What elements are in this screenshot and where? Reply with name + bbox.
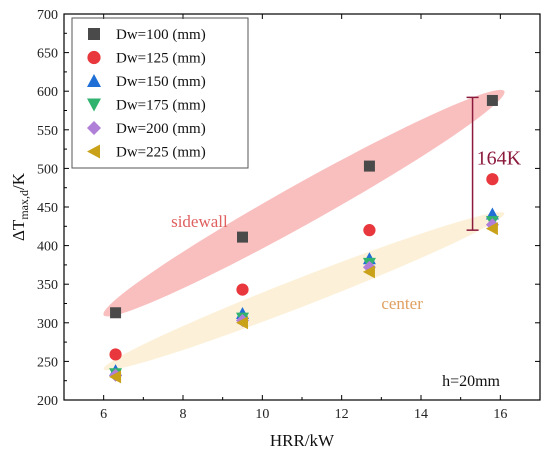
y-tick-label: 400	[37, 240, 58, 255]
legend-marker-triangle-down	[87, 98, 101, 112]
x-tick-label: 10	[255, 407, 269, 422]
legend-label: Dw=225 (mm)	[116, 145, 206, 161]
data-point-circle	[236, 283, 249, 296]
y-axis-title-tail: /K	[9, 172, 28, 190]
legend-box	[71, 17, 249, 169]
legend-marker-circle	[87, 50, 101, 65]
legend-label: Dw=200 (mm)	[116, 121, 206, 137]
data-point-triangle-left	[109, 370, 122, 384]
legend-marker-diamond	[87, 121, 101, 135]
y-tick-label: 550	[37, 124, 58, 139]
y-tick-label: 600	[37, 85, 58, 100]
legend-label: Dw=125 (mm)	[116, 51, 206, 67]
y-tick-label: 250	[37, 355, 58, 370]
y-tick-label: 450	[37, 201, 58, 216]
y-tick-label: 350	[37, 278, 58, 293]
band-label-center: center	[381, 294, 423, 313]
data-point-triangle-left	[485, 222, 498, 236]
x-tick-label: 8	[180, 407, 187, 422]
data-point-triangle-left	[362, 265, 375, 279]
x-tick-label: 12	[335, 407, 349, 422]
legend-label: Dw=150 (mm)	[116, 74, 206, 90]
data-point-square	[237, 231, 248, 243]
x-axis-title: HRR/kW	[270, 431, 335, 450]
legend-label: Dw=100 (mm)	[116, 27, 206, 43]
y-axis-title: ΔTmax,d/K	[9, 172, 31, 241]
y-tick-label: 700	[37, 8, 58, 23]
axis-ticks: 6 8 10 12 14 16 200 250 300 350 400 450 500 550 600 650…	[37, 8, 541, 422]
legend: Dw=100 (mm) Dw=125 (mm) Dw=150 (mm) Dw=175 …	[71, 17, 249, 169]
legend-marker-triangle-up	[87, 74, 101, 87]
y-axis-title-main: ΔT	[9, 219, 28, 241]
y-tick-label: 200	[37, 394, 58, 409]
highlight-bands: sidewall center	[103, 89, 505, 371]
data-point-square	[486, 94, 498, 106]
data-point-square	[110, 307, 122, 319]
data-point-circle	[486, 173, 499, 186]
legend-marker-triangle-left	[87, 144, 100, 159]
x-tick-label: 14	[414, 407, 428, 422]
x-tick-label: 6	[100, 407, 107, 422]
band-center	[103, 212, 505, 371]
data-point-square	[363, 160, 375, 172]
x-tick-label: 16	[493, 407, 507, 422]
band-sidewall	[103, 89, 505, 317]
data-point-triangle-left	[236, 316, 248, 330]
legend-label: Dw=175 (mm)	[116, 98, 206, 114]
data-point-circle	[363, 224, 376, 237]
y-tick-label: 500	[37, 162, 58, 177]
data-point-circle	[109, 348, 122, 361]
bracket-label: 164K	[477, 148, 522, 170]
condition-note: h=20mm	[442, 373, 500, 390]
y-tick-label: 650	[37, 47, 58, 62]
y-axis-title-subscript: max,d	[17, 190, 31, 220]
data-points	[109, 94, 499, 384]
y-tick-label: 300	[37, 317, 58, 332]
range-bracket: 164K	[466, 96, 522, 231]
band-label-sidewall: sidewall	[171, 212, 228, 231]
legend-marker-square	[88, 28, 100, 40]
